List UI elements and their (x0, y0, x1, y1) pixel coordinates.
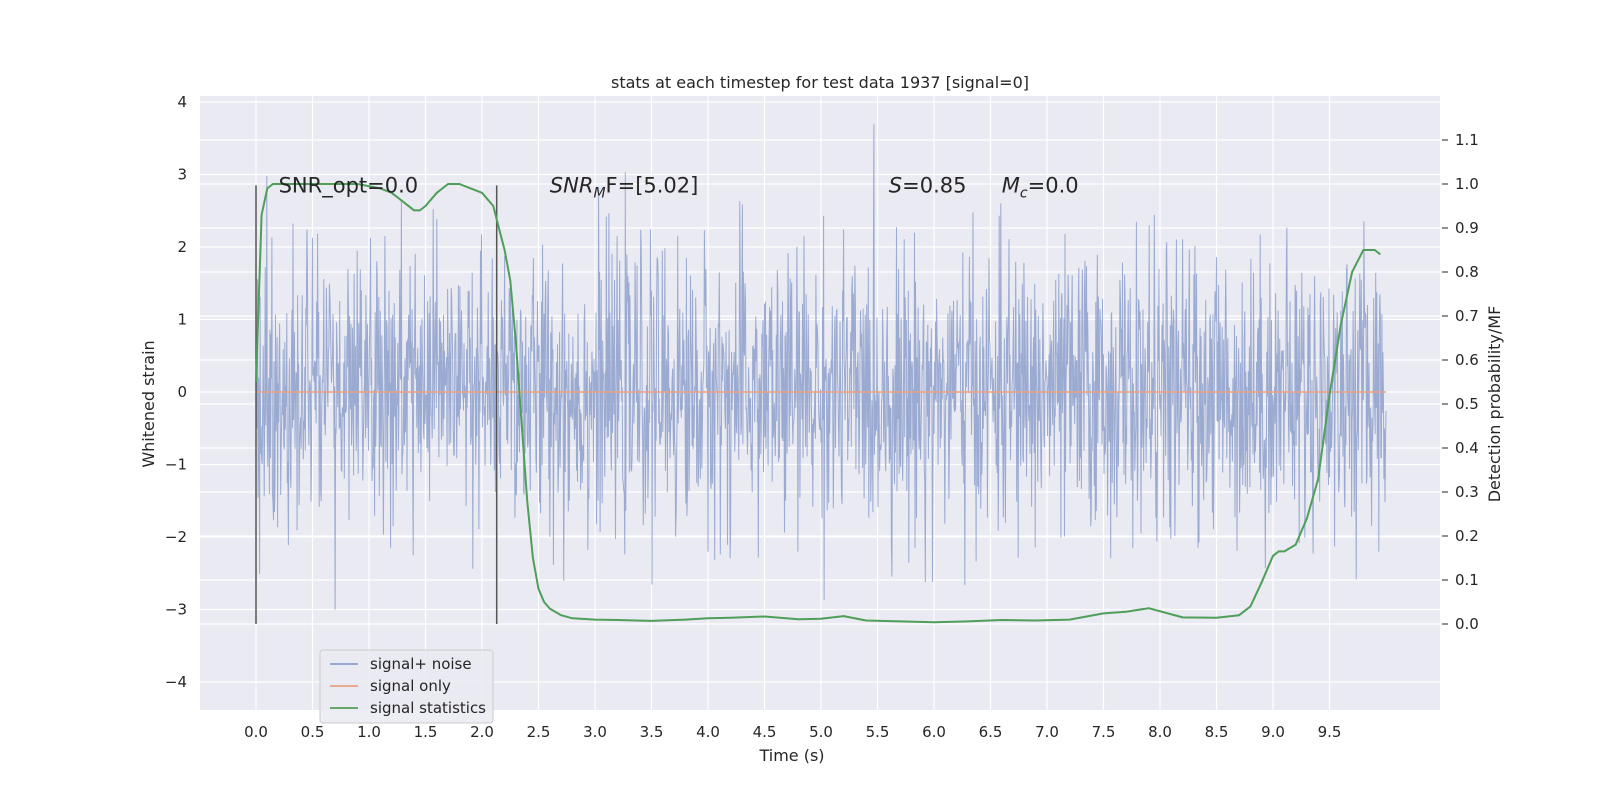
signal-statistics-line (255, 183, 1381, 624)
x-tick-label-13: 6.5 (979, 723, 1003, 741)
annotation-1-tail: F=[5.02] (606, 173, 699, 197)
y-right-tick-label-2: 0.2 (1455, 527, 1479, 545)
y-right-tick-label-1: 0.1 (1455, 571, 1479, 589)
legend-label-signal-only: signal only (370, 677, 451, 695)
legend-label-signal-noise: signal+ noise (370, 655, 472, 673)
annotation-0: SNR_opt=0.0 (279, 173, 419, 198)
x-tick-label-9: 4.5 (753, 723, 777, 741)
y-right-tick-label-3: 0.3 (1455, 483, 1479, 501)
y-axis-ticks: −4 −3 −2 −1 0 1 2 3 4 (165, 93, 187, 691)
annotation-3-main: M (1002, 173, 1020, 197)
y-tick-label-7: 3 (177, 166, 187, 184)
legend-box (319, 649, 494, 724)
x-tick-label-11: 5.5 (866, 723, 890, 741)
y-tick-label-4: 0 (177, 383, 187, 401)
legend: signal+ noise signal only signal statist… (319, 649, 494, 724)
x-tick-label-1: 0.5 (301, 723, 325, 741)
y-tick-label-0: −4 (165, 673, 187, 691)
vertical-markers (255, 185, 498, 624)
signal-noise-line (255, 123, 1387, 610)
x-tick-label-8: 4.0 (696, 723, 720, 741)
y-right-tick-label-9: 0.9 (1455, 219, 1479, 237)
annotation-1-main: SNR (550, 173, 594, 197)
x-tick-label-12: 6.0 (922, 723, 946, 741)
x-tick-label-6: 3.0 (583, 723, 607, 741)
x-tick-label-19: 9.5 (1318, 723, 1342, 741)
y-right-tick-label-8: 0.8 (1455, 263, 1479, 281)
x-tick-label-0: 0.0 (244, 723, 268, 741)
annotations: SNR_opt=0.0 SNRMF=[5.02] S=0.85 Mc=0.0 (279, 173, 1079, 201)
x-tick-label-15: 7.5 (1092, 723, 1116, 741)
series-signal-noise (255, 123, 1387, 610)
y-right-tick-label-4: 0.4 (1455, 439, 1479, 457)
x-tick-label-2: 1.0 (357, 723, 381, 741)
x-tick-label-4: 2.0 (470, 723, 494, 741)
annotation-2-tail: =0.85 (902, 173, 966, 197)
y-tick-label-1: −3 (165, 601, 187, 619)
legend-label-signal-statistics: signal statistics (370, 699, 486, 717)
y-right-tick-label-0: 0.0 (1455, 615, 1479, 633)
x-tick-label-7: 3.5 (640, 723, 664, 741)
x-axis-label: Time (s) (758, 746, 824, 765)
x-axis-ticks: 0.0 0.5 1.0 1.5 2.0 2.5 3.0 3.5 4.0 4.5 5.0 5.5 6.0 6… (244, 723, 1341, 741)
annotation-3-tail: =0.0 (1028, 173, 1079, 197)
x-tick-label-3: 1.5 (414, 723, 438, 741)
y-right-axis-ticks: 0.0 0.1 0.2 0.3 0.4 0.5 0.6 0.7 0.8 0.9 1.0 1.1 (1442, 131, 1479, 633)
annotation-2-main: S (889, 173, 902, 197)
y-right-tick-label-11: 1.1 (1455, 131, 1479, 149)
y-tick-label-3: −1 (165, 456, 187, 474)
y-tick-label-8: 4 (177, 93, 187, 111)
x-tick-label-17: 8.5 (1205, 723, 1229, 741)
y-right-tick-label-6: 0.6 (1455, 351, 1479, 369)
annotation-2: S=0.85 (889, 173, 967, 197)
y-tick-label-6: 2 (177, 238, 187, 256)
series-signal-statistics (255, 183, 1381, 624)
x-tick-label-14: 7.0 (1035, 723, 1059, 741)
x-tick-label-5: 2.5 (527, 723, 551, 741)
y-right-tick-label-5: 0.5 (1455, 395, 1479, 413)
annotation-1-sub: M (593, 185, 605, 201)
x-tick-label-10: 5.0 (809, 723, 833, 741)
x-tick-label-18: 9.0 (1261, 723, 1285, 741)
y-tick-label-5: 1 (177, 311, 187, 329)
annotation-1: SNRMF=[5.02] (550, 173, 699, 201)
y-right-tick-label-10: 1.0 (1455, 175, 1479, 193)
annotation-3-sub: c (1020, 185, 1028, 201)
chart-title: stats at each timestep for test data 193… (611, 73, 1029, 92)
annotation-3: Mc=0.0 (1002, 173, 1079, 201)
y-axis-label: Whitened strain (139, 340, 158, 467)
y-right-axis-label: Detection probability/MF (1485, 306, 1504, 503)
x-tick-label-16: 8.0 (1148, 723, 1172, 741)
y-right-tick-label-7: 0.7 (1455, 307, 1479, 325)
y-tick-label-2: −2 (165, 528, 187, 546)
